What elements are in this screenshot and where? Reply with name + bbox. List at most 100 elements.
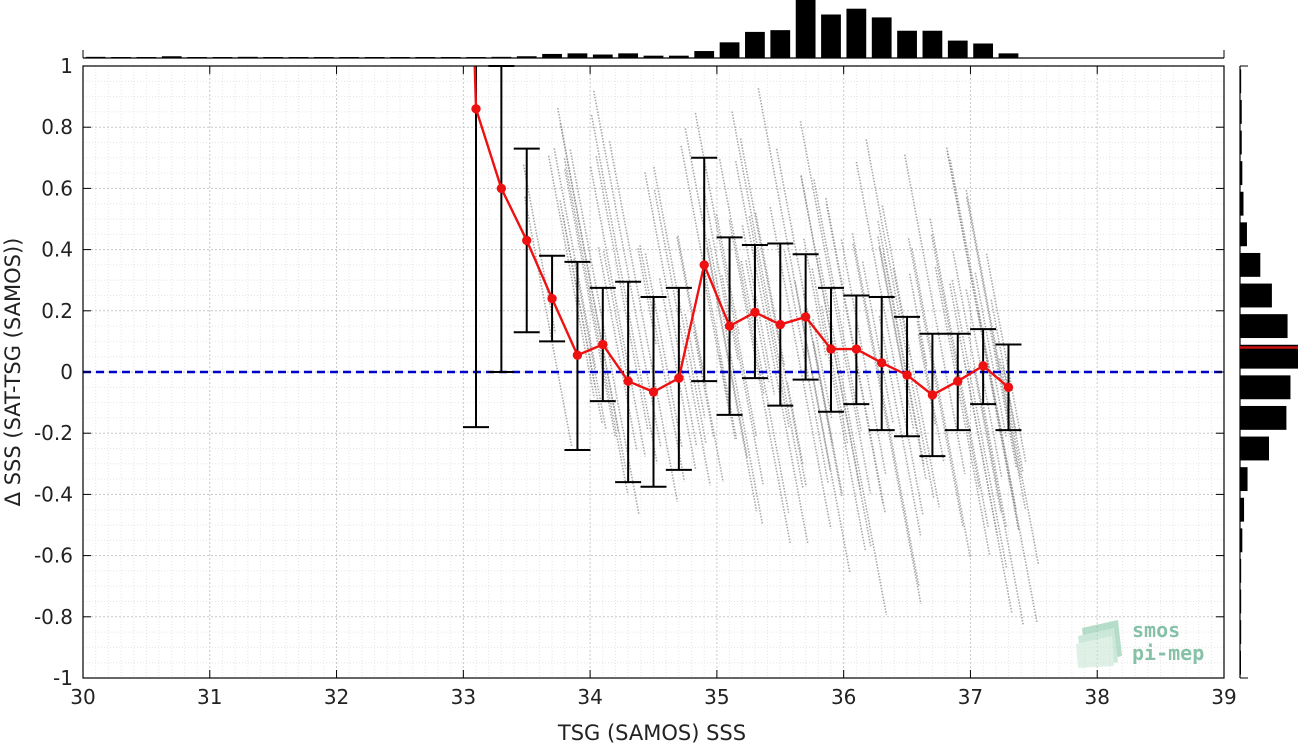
scatter-point (740, 260, 790, 513)
scatter-point (728, 220, 791, 544)
scatter-point (608, 141, 679, 502)
top-histogram-bar (922, 30, 943, 58)
scatter-point (718, 354, 736, 439)
scatter-point (985, 253, 1027, 462)
right-histogram-bar (1240, 650, 1241, 675)
scatter-point (989, 329, 1018, 468)
y-tick-label: -0.2 (34, 421, 73, 445)
y-tick-label: -0.4 (34, 482, 73, 506)
mean-point (826, 344, 836, 354)
right-histogram-bar (1240, 620, 1242, 645)
scatter-point (590, 114, 658, 462)
y-tick-label: 0.4 (41, 238, 73, 262)
mean-point (522, 235, 532, 246)
scatter-point (639, 245, 686, 482)
top-histogram-bar (567, 53, 588, 58)
mean-point (902, 370, 912, 380)
scatter-point (707, 238, 764, 525)
top-histogram-bar (364, 57, 385, 58)
x-tick-label: 39 (1211, 685, 1236, 709)
scatter-point (877, 220, 925, 465)
y-tick-label: 0.6 (41, 176, 73, 200)
scatter-point (855, 161, 924, 515)
top-histogram-bar (897, 30, 917, 58)
scatter-point (974, 272, 1008, 438)
top-histogram-bar (111, 57, 131, 58)
scatter-point (878, 246, 915, 430)
scatter-point (998, 358, 1040, 565)
scatter-point (602, 250, 631, 391)
scatter-point (799, 121, 872, 494)
right-histogram-bar (1240, 405, 1287, 430)
top-histogram-bar (694, 51, 715, 58)
top-histogram-bar (339, 57, 360, 58)
mean-point (953, 376, 963, 386)
scatter-point (589, 166, 646, 457)
top-histogram-bar (542, 53, 562, 58)
scatter-point (704, 283, 730, 412)
top-histogram-bar (161, 56, 182, 58)
right-histogram-bar (1240, 222, 1247, 247)
scatter-point (930, 234, 981, 490)
scatter-point (731, 111, 804, 488)
y-tick-label: -1 (53, 666, 73, 690)
mean-point (851, 344, 862, 354)
main-axes (82, 65, 1225, 679)
scatter-point (559, 123, 620, 434)
mean-point (775, 319, 785, 330)
scatter-point (977, 310, 1038, 623)
scatter-point (911, 248, 971, 557)
scatter-point (715, 214, 741, 335)
x-axis-label: TSG (SAMOS) SSS (557, 721, 746, 745)
top-histogram-bar (440, 57, 461, 58)
mean-point (648, 387, 659, 397)
mean-point (623, 376, 633, 386)
scatter-point (706, 247, 758, 512)
top-histogram-bar (491, 56, 512, 58)
x-tick-label: 31 (197, 685, 222, 709)
top-histogram-bar (187, 57, 207, 58)
scatter-point (908, 273, 928, 366)
mean-point (699, 260, 709, 270)
top-histogram-bar (719, 42, 740, 58)
scatter-point (934, 266, 991, 555)
y-tick-label: 0 (60, 360, 73, 384)
scatter-point (553, 148, 597, 369)
scatter-point (852, 243, 922, 605)
top-histogram (82, 0, 1225, 59)
mean-point (927, 390, 938, 400)
x-tick-label: 38 (1084, 685, 1109, 709)
y-tick-label: 0.2 (41, 299, 73, 323)
tick-labels: 30 31 32 33 34 35 36 37 38 39 -1 -0.8 -0.6 -0.4 -0.2 0 0… (34, 54, 1237, 709)
top-histogram-bar (998, 53, 1019, 58)
top-histogram-bar (136, 57, 157, 58)
mean-point (547, 293, 557, 304)
logo-text-pi-mep: pi-mep (1132, 641, 1204, 665)
top-histogram-bar (85, 56, 106, 58)
right-histogram-bar (1240, 314, 1288, 339)
scatter-point (812, 319, 833, 419)
scatter-point (903, 154, 966, 474)
top-histogram-bar (668, 55, 689, 58)
top-histogram-bar (237, 56, 258, 58)
scatter-point (721, 275, 739, 361)
logo-text-smos: smos (1132, 618, 1180, 642)
mean-point (496, 183, 507, 194)
y-axis-label: Δ SSS (SAT-TSG (SAMOS)) (1, 238, 25, 507)
scatter-point (597, 247, 638, 452)
x-tick-label: 33 (451, 685, 476, 709)
right-histogram-bar (1240, 252, 1261, 277)
scatter-point (877, 236, 905, 376)
top-histogram-bar (745, 31, 765, 58)
scatter-point (861, 261, 894, 424)
scatter-point (684, 313, 706, 419)
mean-point (978, 361, 988, 371)
scatter-point (564, 169, 616, 437)
mean-point (674, 373, 684, 383)
scatter-point (907, 238, 964, 528)
mean-point (598, 339, 608, 350)
mean-point (1003, 382, 1014, 392)
x-tick-label: 35 (704, 685, 729, 709)
right-histogram-bar (1240, 436, 1269, 461)
top-histogram-bar (846, 8, 867, 58)
